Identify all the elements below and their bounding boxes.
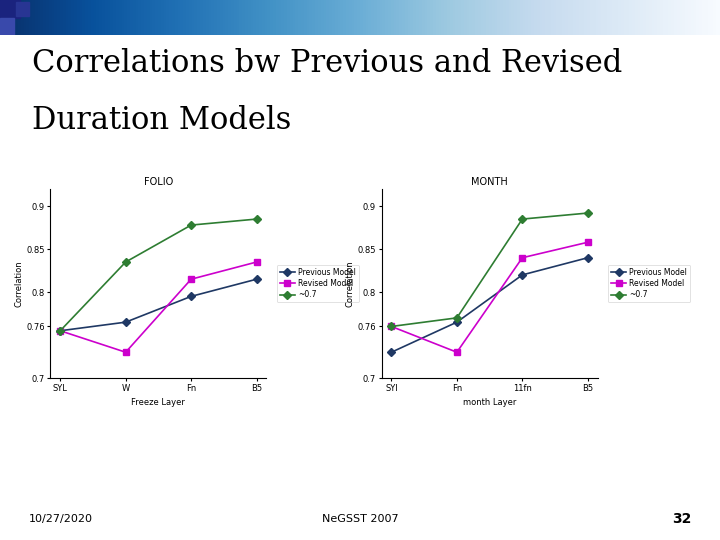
Bar <box>16 2 29 16</box>
Text: NeGSST 2007: NeGSST 2007 <box>322 514 398 524</box>
~0.7 <box>122 259 130 265</box>
Y-axis label: Correlation: Correlation <box>14 260 24 307</box>
Text: Duration Models: Duration Models <box>32 105 292 136</box>
Line: ~0.7: ~0.7 <box>389 210 590 329</box>
Title: FOLIO: FOLIO <box>144 177 173 187</box>
Revised Model <box>186 276 195 282</box>
Line: ~0.7: ~0.7 <box>58 217 259 334</box>
Previous Model <box>518 272 526 278</box>
X-axis label: Freeze Layer: Freeze Layer <box>132 398 185 407</box>
Previous Model <box>56 328 65 334</box>
Line: Previous Model: Previous Model <box>58 276 259 334</box>
Previous Model <box>453 319 462 326</box>
~0.7 <box>387 323 396 330</box>
~0.7 <box>518 216 526 222</box>
~0.7 <box>583 210 592 217</box>
Title: MONTH: MONTH <box>471 177 508 187</box>
X-axis label: month Layer: month Layer <box>463 398 516 407</box>
Revised Model <box>252 259 261 265</box>
Line: Previous Model: Previous Model <box>389 255 590 355</box>
Y-axis label: Correlation: Correlation <box>346 260 355 307</box>
Previous Model <box>252 276 261 282</box>
Previous Model <box>387 349 396 355</box>
~0.7 <box>252 216 261 222</box>
Previous Model <box>122 319 130 326</box>
Revised Model <box>56 328 65 334</box>
Bar <box>0 18 14 35</box>
Legend: Previous Model, Revised Model, ~0.7: Previous Model, Revised Model, ~0.7 <box>608 265 690 302</box>
Text: 10/27/2020: 10/27/2020 <box>29 514 93 524</box>
Revised Model <box>122 349 130 355</box>
Revised Model <box>453 349 462 355</box>
Legend: Previous Model, Revised Model, ~0.7: Previous Model, Revised Model, ~0.7 <box>276 265 359 302</box>
~0.7 <box>453 315 462 321</box>
Revised Model <box>518 254 526 261</box>
Bar <box>0 0 20 17</box>
Line: Revised Model: Revised Model <box>58 259 259 355</box>
~0.7 <box>56 328 65 334</box>
Text: Correlations bw Previous and Revised: Correlations bw Previous and Revised <box>32 48 623 79</box>
Previous Model <box>186 293 195 300</box>
Previous Model <box>583 254 592 261</box>
Revised Model <box>583 239 592 246</box>
Line: Revised Model: Revised Model <box>389 239 590 355</box>
Revised Model <box>387 323 396 330</box>
Text: 32: 32 <box>672 512 691 526</box>
~0.7 <box>186 222 195 228</box>
